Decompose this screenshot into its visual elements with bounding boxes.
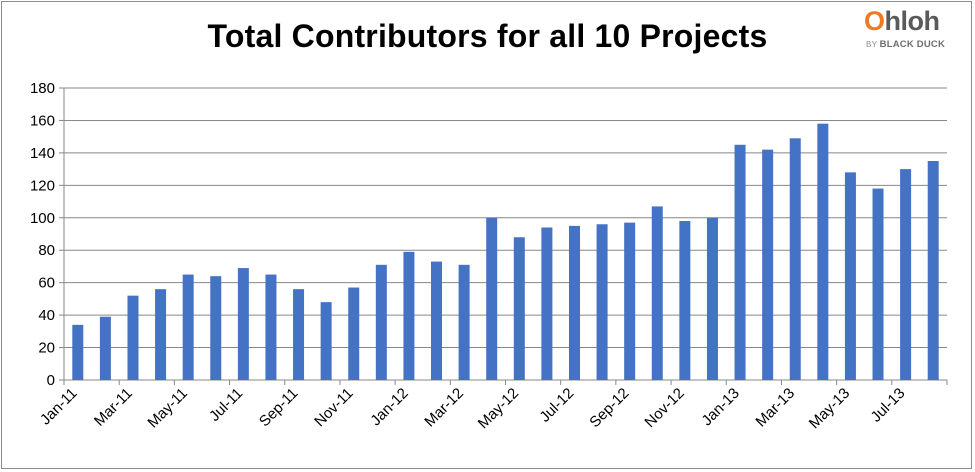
bar bbox=[182, 274, 194, 380]
bar bbox=[72, 324, 84, 380]
bar bbox=[375, 264, 387, 380]
x-tick-label: Sep-11 bbox=[256, 385, 301, 430]
bar bbox=[513, 237, 525, 380]
bar bbox=[458, 264, 470, 380]
bar bbox=[706, 217, 718, 380]
bar bbox=[844, 172, 856, 380]
bar bbox=[872, 188, 884, 380]
x-tick-label: Jan-13 bbox=[698, 385, 742, 429]
y-tick-label: 160 bbox=[30, 112, 55, 129]
x-tick-label: Nov-12 bbox=[641, 385, 687, 431]
y-tick-label: 0 bbox=[47, 372, 55, 389]
bar bbox=[568, 225, 580, 380]
x-tick-label: Jan-11 bbox=[37, 385, 81, 429]
y-tick-label: 40 bbox=[38, 307, 55, 324]
bar bbox=[155, 289, 167, 380]
bar bbox=[348, 287, 360, 380]
bar bbox=[734, 144, 746, 380]
bar bbox=[127, 295, 139, 380]
bar bbox=[651, 206, 663, 380]
bar bbox=[624, 222, 636, 380]
bar bbox=[486, 217, 498, 380]
x-tick-label: Mar-11 bbox=[91, 385, 136, 430]
bar bbox=[99, 316, 111, 380]
bar bbox=[320, 302, 332, 380]
bar bbox=[237, 268, 249, 380]
x-tick-label: Jul-12 bbox=[536, 385, 577, 426]
logo-wordmark: Ohloh bbox=[864, 6, 940, 37]
bar bbox=[293, 289, 305, 380]
bar bbox=[900, 169, 912, 380]
x-tick-label: May-13 bbox=[806, 385, 853, 432]
logo-black-duck: BLACK DUCK bbox=[879, 39, 945, 50]
x-tick-label: Sep-12 bbox=[586, 385, 632, 431]
y-tick-label: 20 bbox=[38, 340, 55, 357]
y-tick-label: 140 bbox=[30, 145, 55, 162]
x-tick-label: Jul-13 bbox=[868, 385, 909, 426]
x-tick-label: Mar-12 bbox=[421, 385, 467, 431]
x-tick-label: Jul-11 bbox=[206, 385, 246, 425]
bar bbox=[596, 224, 608, 380]
chart-title: Total Contributors for all 10 Projects bbox=[207, 18, 768, 54]
ohloh-logo: Ohloh BY BLACK DUCK bbox=[858, 6, 968, 52]
bar bbox=[265, 274, 277, 380]
bar bbox=[762, 149, 774, 380]
logo-subtitle: BY BLACK DUCK bbox=[866, 39, 945, 50]
logo-rest: hloh bbox=[884, 6, 940, 36]
x-tick-label: Jan-12 bbox=[367, 385, 411, 429]
x-tick-label: May-12 bbox=[475, 385, 522, 432]
bar bbox=[927, 161, 939, 380]
x-tick-label: May-11 bbox=[144, 385, 191, 432]
bar bbox=[431, 261, 443, 380]
bar bbox=[789, 138, 801, 380]
bar bbox=[541, 227, 553, 380]
logo-by: BY bbox=[866, 40, 878, 49]
y-tick-label: 120 bbox=[30, 177, 55, 194]
x-tick-label: Nov-11 bbox=[311, 385, 356, 430]
bar bbox=[403, 251, 415, 380]
y-tick-label: 80 bbox=[38, 242, 55, 259]
y-tick-label: 100 bbox=[30, 210, 55, 227]
bar bbox=[210, 276, 222, 380]
bar bbox=[679, 221, 691, 380]
y-tick-label: 180 bbox=[30, 80, 55, 97]
y-tick-label: 60 bbox=[38, 275, 55, 292]
x-tick-label: Mar-13 bbox=[752, 385, 798, 431]
bar bbox=[817, 123, 829, 380]
logo-accent-letter: O bbox=[864, 6, 885, 36]
